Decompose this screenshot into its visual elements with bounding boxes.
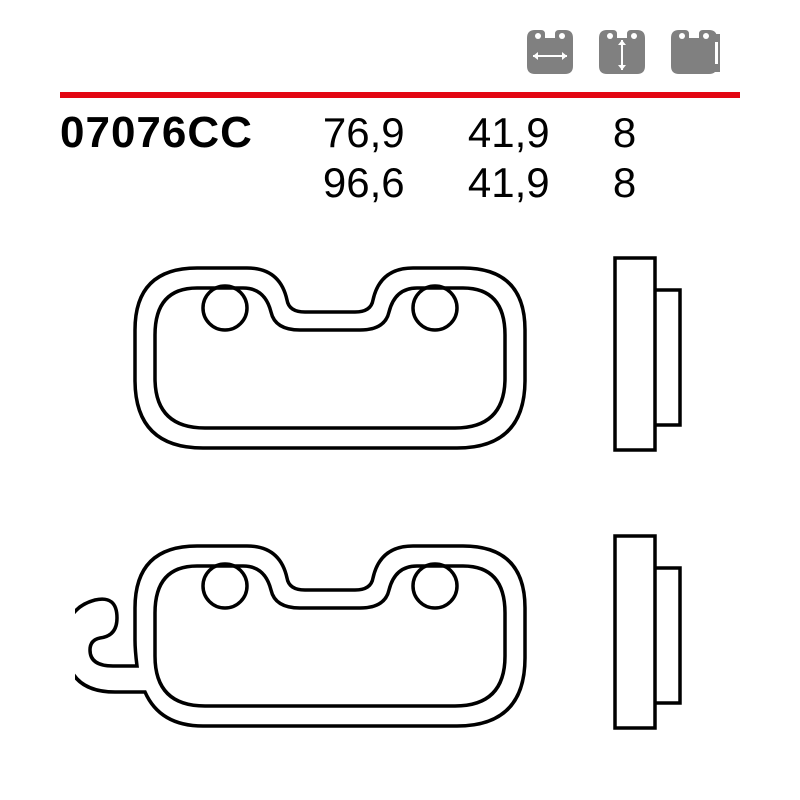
dim-height-1: 41,9 <box>468 108 558 158</box>
part-number: 07076CC <box>60 108 253 209</box>
pad-top-side-profile <box>615 258 680 450</box>
pad-top-front <box>135 268 525 448</box>
brake-pad-diagram <box>75 230 725 765</box>
dimensions-table: 76,9 41,9 8 96,6 41,9 8 <box>323 108 703 209</box>
spec-text-block: 07076CC 76,9 41,9 8 96,6 41,9 8 <box>60 108 740 209</box>
dimensions-row-2: 96,6 41,9 8 <box>323 158 703 208</box>
pad-bottom-front <box>75 546 525 726</box>
dimensions-row-1: 76,9 41,9 8 <box>323 108 703 158</box>
dim-thick-1: 8 <box>613 108 703 158</box>
dim-width-2: 96,6 <box>323 158 413 208</box>
dimension-icons-row <box>519 26 725 78</box>
width-icon <box>519 26 581 78</box>
thickness-icon <box>663 26 725 78</box>
dim-height-2: 41,9 <box>468 158 558 208</box>
pad-bottom-side-profile <box>615 536 680 728</box>
red-divider <box>60 92 740 98</box>
dim-width-1: 76,9 <box>323 108 413 158</box>
dim-thick-2: 8 <box>613 158 703 208</box>
height-icon <box>591 26 653 78</box>
